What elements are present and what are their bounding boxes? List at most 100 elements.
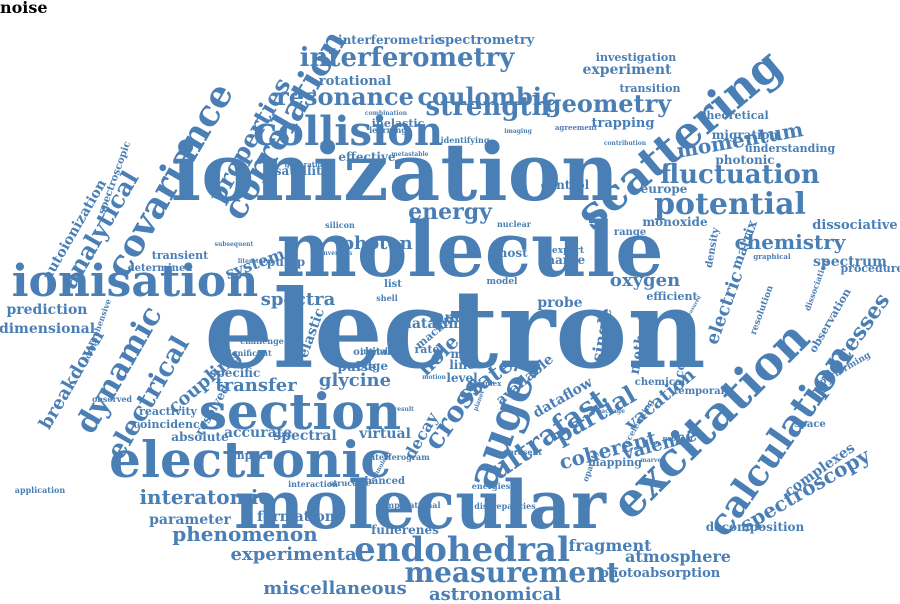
word: result <box>394 406 414 413</box>
word: generation <box>284 159 328 169</box>
word: rate <box>414 342 440 356</box>
word: probe <box>537 295 583 311</box>
word: expert <box>551 245 584 256</box>
word: datatime <box>402 316 472 332</box>
word: virtual <box>359 426 411 442</box>
word: coulombic <box>417 82 557 111</box>
word: observed <box>91 394 133 404</box>
word: application <box>14 485 66 495</box>
word: mapping <box>587 455 643 469</box>
word: model <box>486 276 518 287</box>
word: monoxide <box>642 215 708 229</box>
word: electron <box>204 267 706 393</box>
word: molecular <box>234 466 606 544</box>
word: accurate <box>223 425 293 441</box>
word: procedure <box>840 261 900 275</box>
word: structure <box>329 478 371 488</box>
word: density <box>703 227 722 269</box>
word: interatomic <box>139 485 271 509</box>
word: interferometric <box>338 33 442 47</box>
word: range <box>613 227 647 238</box>
word: subsequent <box>214 241 254 248</box>
word: spectrum <box>813 254 887 270</box>
word: temporal <box>673 386 725 397</box>
word: energy <box>408 199 492 225</box>
word: fluctuation <box>660 160 820 190</box>
word: migration <box>711 128 779 142</box>
word: package <box>597 408 625 415</box>
word: molecule <box>276 205 664 294</box>
word: agreement <box>554 122 598 132</box>
word: dimensional <box>0 321 96 337</box>
word: introduce <box>360 346 404 356</box>
word: specific <box>209 366 261 380</box>
word: ionization <box>170 125 620 219</box>
word: discrepancies <box>474 501 536 511</box>
word: miscellaneous <box>263 578 407 599</box>
word: line <box>449 358 475 372</box>
word: photonic <box>715 153 775 167</box>
word: formation <box>257 509 335 525</box>
word: present <box>507 447 542 457</box>
word: learning <box>369 125 407 135</box>
word: spectral <box>273 428 337 444</box>
word: parameter <box>149 512 231 528</box>
word: collision <box>252 108 444 155</box>
word: interferometry <box>299 43 515 73</box>
word: silicon <box>325 220 355 230</box>
word: fragment <box>568 536 652 555</box>
word: spectrometry <box>437 32 535 48</box>
word: complex <box>468 378 502 388</box>
word: determined <box>127 263 193 274</box>
word: pump <box>266 255 306 269</box>
word: section <box>198 382 402 441</box>
word: transient <box>151 248 209 262</box>
word: efficient <box>646 289 698 303</box>
word: energies <box>471 481 511 491</box>
word: chemistry <box>734 230 846 254</box>
word: contribution <box>603 140 647 147</box>
word: noise <box>0 0 48 17</box>
word: graphical <box>753 251 791 261</box>
word: conversion <box>315 250 353 257</box>
word: atmosphere <box>625 547 731 566</box>
word: nuclear <box>496 219 532 229</box>
word: glycine <box>318 370 392 391</box>
word: transfer <box>215 375 297 396</box>
word: astronomical <box>428 584 562 604</box>
word: geometry <box>544 89 672 118</box>
word: measurement <box>404 556 620 589</box>
word: investigation <box>595 50 677 64</box>
word: ionisation <box>11 256 259 307</box>
word: charge <box>538 253 586 267</box>
word: satellite <box>274 164 330 178</box>
word: interaction <box>288 479 338 489</box>
word: understanding <box>744 141 836 155</box>
word: literature <box>237 258 271 265</box>
word: imaging <box>504 128 532 135</box>
word: phenomenon <box>172 522 318 546</box>
word: level <box>446 371 478 385</box>
word: inelastic <box>371 116 425 130</box>
word: chemical <box>634 377 686 388</box>
word: orbital <box>353 347 391 358</box>
word: product <box>662 433 694 443</box>
word: enhanced <box>350 476 406 487</box>
word: identifying <box>440 135 490 145</box>
word: significant <box>224 348 272 358</box>
word: impact <box>228 448 272 462</box>
word: challenge <box>240 336 284 346</box>
word: absolute <box>171 430 229 444</box>
word: resonance <box>276 82 414 111</box>
word: photoabsorption <box>599 565 721 581</box>
word: decomposition <box>705 520 805 534</box>
word: effective <box>338 150 396 164</box>
word: edge <box>355 359 389 373</box>
word: prediction <box>6 302 88 318</box>
word: strength <box>425 92 551 122</box>
word: control <box>540 178 590 192</box>
word: europe <box>640 182 688 196</box>
word: electric <box>701 268 748 348</box>
word: experimental <box>230 544 364 565</box>
